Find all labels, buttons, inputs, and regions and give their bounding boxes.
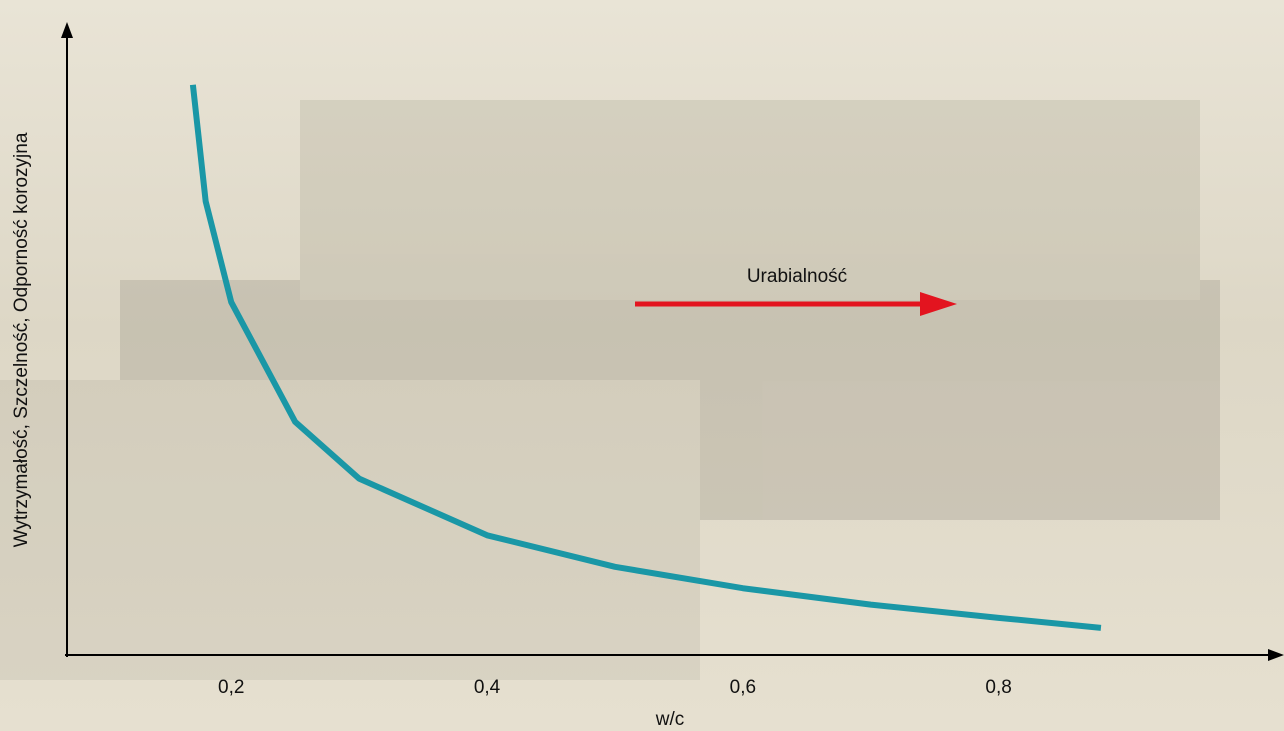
chart: w/c Wytrzymałość, Szczelność, Odporność …: [0, 0, 1284, 731]
x-tick-label: 0,6: [730, 677, 756, 698]
x-tick-label: 0,8: [985, 677, 1011, 698]
annotation: Urabialność: [747, 266, 847, 287]
x-axis-label: w/c: [655, 709, 685, 730]
page: w/c Wytrzymałość, Szczelność, Odporność …: [0, 0, 1284, 731]
y-axis-label: Wytrzymałość, Szczelność, Odporność koro…: [11, 132, 32, 547]
x-tick-label: 0,2: [218, 677, 244, 698]
x-tick-label: 0,4: [474, 677, 501, 698]
